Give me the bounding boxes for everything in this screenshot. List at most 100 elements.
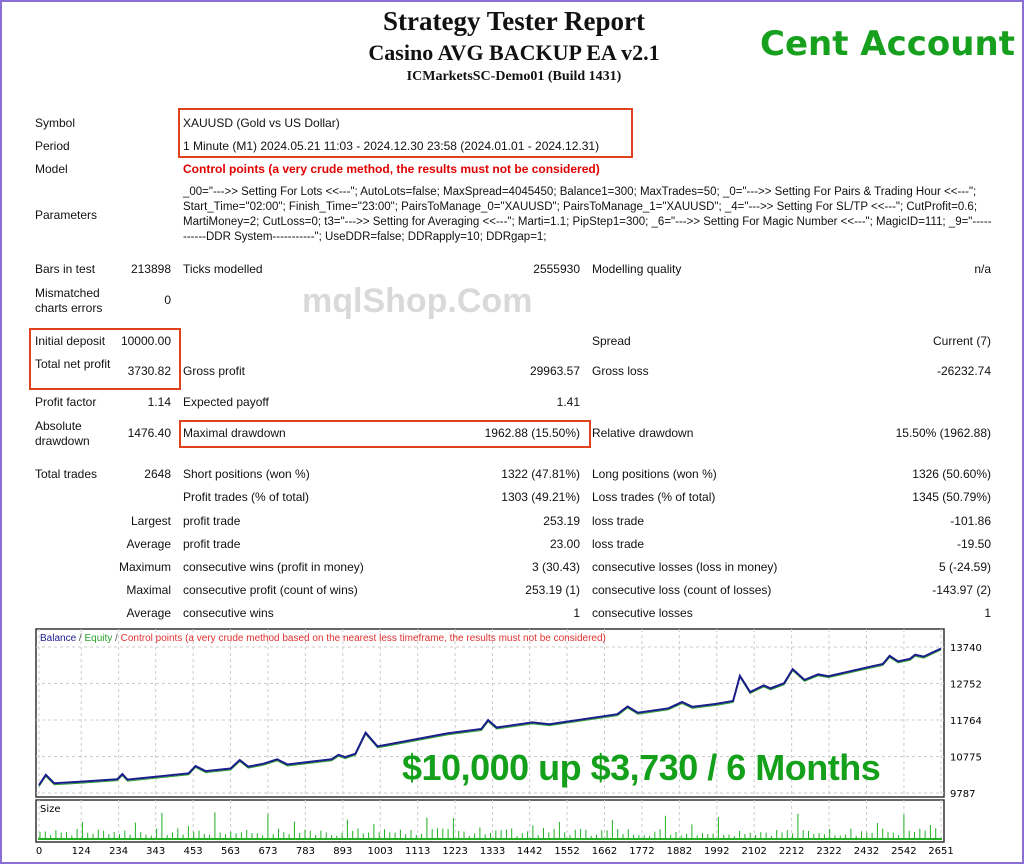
stat-value: 3730.82 (127, 364, 171, 378)
stat-value: Current (7) (932, 334, 991, 348)
stat-label: consecutive losses (592, 606, 693, 620)
parameters-value: _00="--->> Setting For Lots <<---"; Auto… (183, 186, 992, 243)
stat-label: Absolute drawdown (35, 419, 90, 448)
stat-label: Maximal drawdown (183, 426, 286, 440)
stat-value: -26232.74 (936, 364, 991, 378)
legend-/: / (112, 633, 120, 644)
chart-legend: Balance / Equity / Control points (a ver… (40, 633, 606, 644)
stat-value: 1.41 (556, 395, 580, 409)
stat-label: Long positions (won %) (592, 467, 717, 481)
report-title: Strategy Tester Report (383, 6, 645, 36)
equity-line (38, 649, 942, 787)
stat-value: 10000.00 (120, 334, 171, 348)
stat-label: Bars in test (35, 262, 96, 276)
x-tick-label: 343 (146, 846, 165, 857)
x-tick-label: 1772 (629, 846, 654, 857)
ea-name: Casino AVG BACKUP EA v2.1 (368, 40, 660, 65)
stat-label: Average (126, 537, 171, 551)
legend-/: / (79, 633, 85, 644)
stat-label: Short positions (won %) (183, 467, 310, 481)
stat-value: 253.19 (543, 514, 580, 528)
stat-label: Largest (130, 514, 171, 528)
drawdown-highlight (179, 420, 591, 448)
stat-value: 2648 (144, 467, 171, 481)
x-tick-label: 563 (221, 846, 240, 857)
x-tick-label: 893 (333, 846, 352, 857)
x-tick-label: 1442 (517, 846, 542, 857)
stat-value: n/a (974, 262, 991, 276)
legend-note: Control points (a very crude method base… (121, 633, 606, 644)
stat-label: Loss trades (% of total) (592, 490, 716, 504)
stat-label: Profit factor (35, 395, 97, 409)
stat-label: loss trade (592, 514, 645, 528)
symbol-value: XAUUSD (Gold vs US Dollar) (183, 116, 340, 130)
stat-label: Maximum (118, 560, 171, 574)
parameters-label: Parameters (35, 208, 98, 222)
x-tick-label: 1003 (368, 846, 393, 857)
x-tick-label: 2102 (741, 846, 766, 857)
stat-label: consecutive profit (count of wins) (183, 583, 358, 597)
stat-value: 3 (30.43) (531, 560, 580, 574)
stat-value: -101.86 (950, 514, 991, 528)
server-build: ICMarketsSC-Demo01 (Build 1431) (406, 69, 622, 84)
stat-value: 1326 (50.60%) (912, 467, 991, 481)
stat-value: 253.19 (1) (525, 583, 580, 597)
stat-value: 15.50% (1962.88) (895, 426, 991, 440)
deposit-profit-highlight (29, 328, 181, 390)
stat-label: Average (126, 606, 171, 620)
watermark: mqlShop.Com (302, 282, 533, 320)
plot-frame (35, 628, 945, 798)
stat-value: -143.97 (2) (932, 583, 991, 597)
x-tick-label: 2651 (928, 846, 953, 857)
x-tick-label: 1223 (442, 846, 467, 857)
stat-label: Modelling quality (592, 262, 682, 276)
model-label: Model (35, 162, 68, 176)
stat-label: consecutive losses (loss in money) (592, 560, 778, 574)
stat-value: 1345 (50.79%) (912, 490, 991, 504)
model-value: Control points (a very crude method, the… (183, 162, 600, 176)
x-tick-label: 124 (72, 846, 91, 857)
stat-value: 1322 (47.81%) (501, 467, 580, 481)
promo-text: $10,000 up $3,730 / 6 Months (402, 747, 881, 788)
stat-value: 23.00 (549, 537, 580, 551)
cent-account-badge: Cent Account (760, 24, 1015, 64)
stat-value: 0 (164, 293, 171, 307)
stat-label: Expected payoff (183, 395, 269, 409)
legend-equity: Equity (84, 633, 112, 644)
x-tick-label: 1113 (405, 846, 430, 857)
period-value: 1 Minute (M1) 2024.05.21 11:03 - 2024.12… (183, 139, 600, 153)
stat-label: Gross loss (592, 364, 649, 378)
x-tick-label: 234 (109, 846, 128, 857)
y-tick-label: 9787 (950, 789, 975, 800)
stat-value: 1.14 (147, 395, 171, 409)
stat-value: 2555930 (533, 262, 580, 276)
stat-value: 1 (984, 606, 991, 620)
stat-label: Ticks modelled (183, 262, 263, 276)
x-tick-label: 1662 (592, 846, 617, 857)
stat-label: profit trade (183, 537, 241, 551)
x-tick-label: 1333 (480, 846, 505, 857)
stat-label: Total trades (35, 467, 98, 481)
legend-balance: Balance (40, 633, 79, 644)
stat-label: consecutive loss (count of losses) (592, 583, 772, 597)
stat-value: 1962.88 (15.50%) (484, 426, 580, 440)
x-tick-label: 1552 (554, 846, 579, 857)
stat-label: loss trade (592, 537, 645, 551)
x-tick-label: 2322 (816, 846, 841, 857)
stat-label: profit trade (183, 514, 241, 528)
stat-value: -19.50 (956, 537, 991, 551)
stat-value: 1476.40 (127, 426, 171, 440)
stat-value: 5 (-24.59) (938, 560, 991, 574)
balance-line (38, 647, 942, 786)
x-tick-label: 2432 (854, 846, 879, 857)
stat-value: 213898 (130, 262, 171, 276)
stat-label: consecutive wins (183, 606, 274, 620)
y-tick-label: 12752 (950, 679, 982, 690)
stat-label: Total net profit (35, 357, 111, 371)
x-tick-label: 2212 (779, 846, 804, 857)
stat-label: Spread (592, 334, 631, 348)
symbol-period-highlight (178, 108, 633, 158)
stat-label: Gross profit (183, 364, 246, 378)
stat-label: Mismatched charts errors (35, 286, 103, 315)
